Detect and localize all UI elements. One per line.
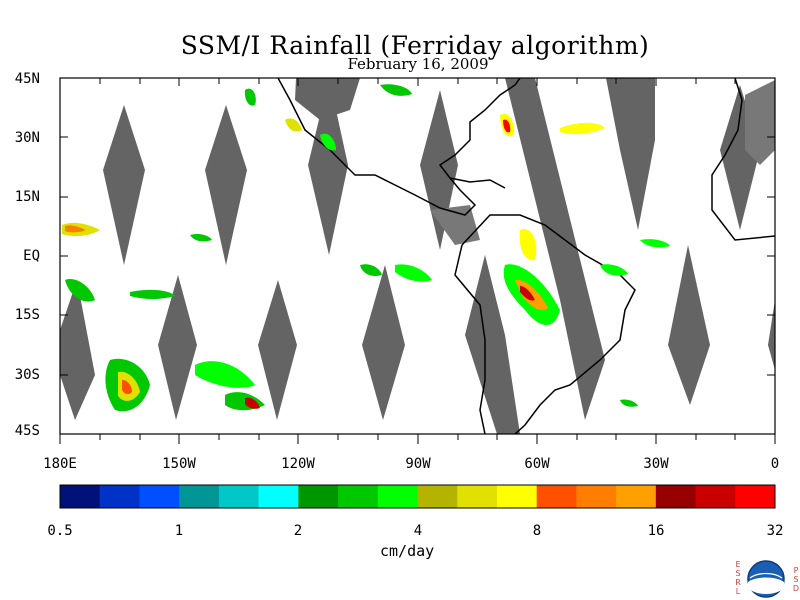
map-date: February 16, 2009 — [347, 55, 489, 73]
colorbar-swatch-10 — [417, 485, 458, 508]
lat-label-15s: 15S — [14, 307, 40, 323]
colorbar-swatch-14 — [576, 485, 617, 508]
lat-label-30n: 30N — [14, 130, 40, 146]
colorbar-label-0-5: 0.5 — [47, 523, 73, 539]
colorbar-label-1: 1 — [174, 523, 184, 539]
colorbar-swatch-18 — [735, 485, 776, 508]
lon-label-180e: 180E — [43, 456, 77, 472]
colorbar-frame — [59, 484, 776, 509]
colorbar-swatch-11 — [457, 485, 498, 508]
lon-label-120w: 120W — [281, 456, 315, 472]
swath-gaps — [60, 78, 775, 434]
colorbar-swatch-1 — [60, 485, 101, 508]
colorbar-label-8: 8 — [532, 523, 542, 539]
colorbar-swatch-6 — [258, 485, 299, 508]
logo-right-letters: PSD — [792, 566, 800, 593]
colorbar-swatch-15 — [616, 485, 657, 508]
lon-label-30w: 30W — [643, 456, 669, 472]
colorbar-swatch-2 — [99, 485, 140, 508]
colorbar-label-16: 16 — [647, 523, 665, 539]
colorbar-swatch-17 — [695, 485, 736, 508]
axis-ticks — [59, 77, 776, 444]
colorbar-swatch-12 — [496, 485, 538, 508]
colorbar-swatch-16 — [655, 485, 697, 508]
lon-label-150w: 150W — [162, 456, 196, 472]
lon-label-60w: 60W — [524, 456, 550, 472]
lat-label-45s: 45S — [14, 423, 40, 439]
lat-label-15n: 15N — [14, 189, 40, 205]
colorbar-swatch-5 — [218, 485, 260, 508]
land-shading — [430, 80, 775, 245]
lat-label-45n: 45N — [14, 71, 40, 87]
colorbar-swatch-9 — [377, 485, 418, 508]
lat-label-eq: EQ — [23, 248, 40, 264]
colorbar-swatch-7 — [298, 485, 339, 508]
colorbar — [60, 485, 776, 508]
colorbar-label-4: 4 — [413, 523, 423, 539]
colorbar-label-32: 32 — [766, 523, 784, 539]
noaa-logo — [747, 560, 785, 598]
lat-label-30s: 30S — [14, 367, 40, 383]
coastlines — [277, 78, 775, 434]
colorbar-swatch-13 — [536, 485, 577, 508]
colorbar-swatch-3 — [139, 485, 180, 508]
lon-label-90w: 90W — [405, 456, 431, 472]
rainfall-patches — [62, 84, 670, 412]
map-title: SSM/I Rainfall (Ferriday algorithm) — [180, 31, 650, 60]
colorbar-swatch-8 — [338, 485, 379, 508]
colorbar-swatch-4 — [179, 485, 220, 508]
lon-label-0: 0 — [770, 456, 780, 472]
colorbar-label-2: 2 — [293, 523, 303, 539]
colorbar-units: cm/day — [380, 542, 435, 560]
logo-left-letters: ESRL — [735, 560, 741, 596]
